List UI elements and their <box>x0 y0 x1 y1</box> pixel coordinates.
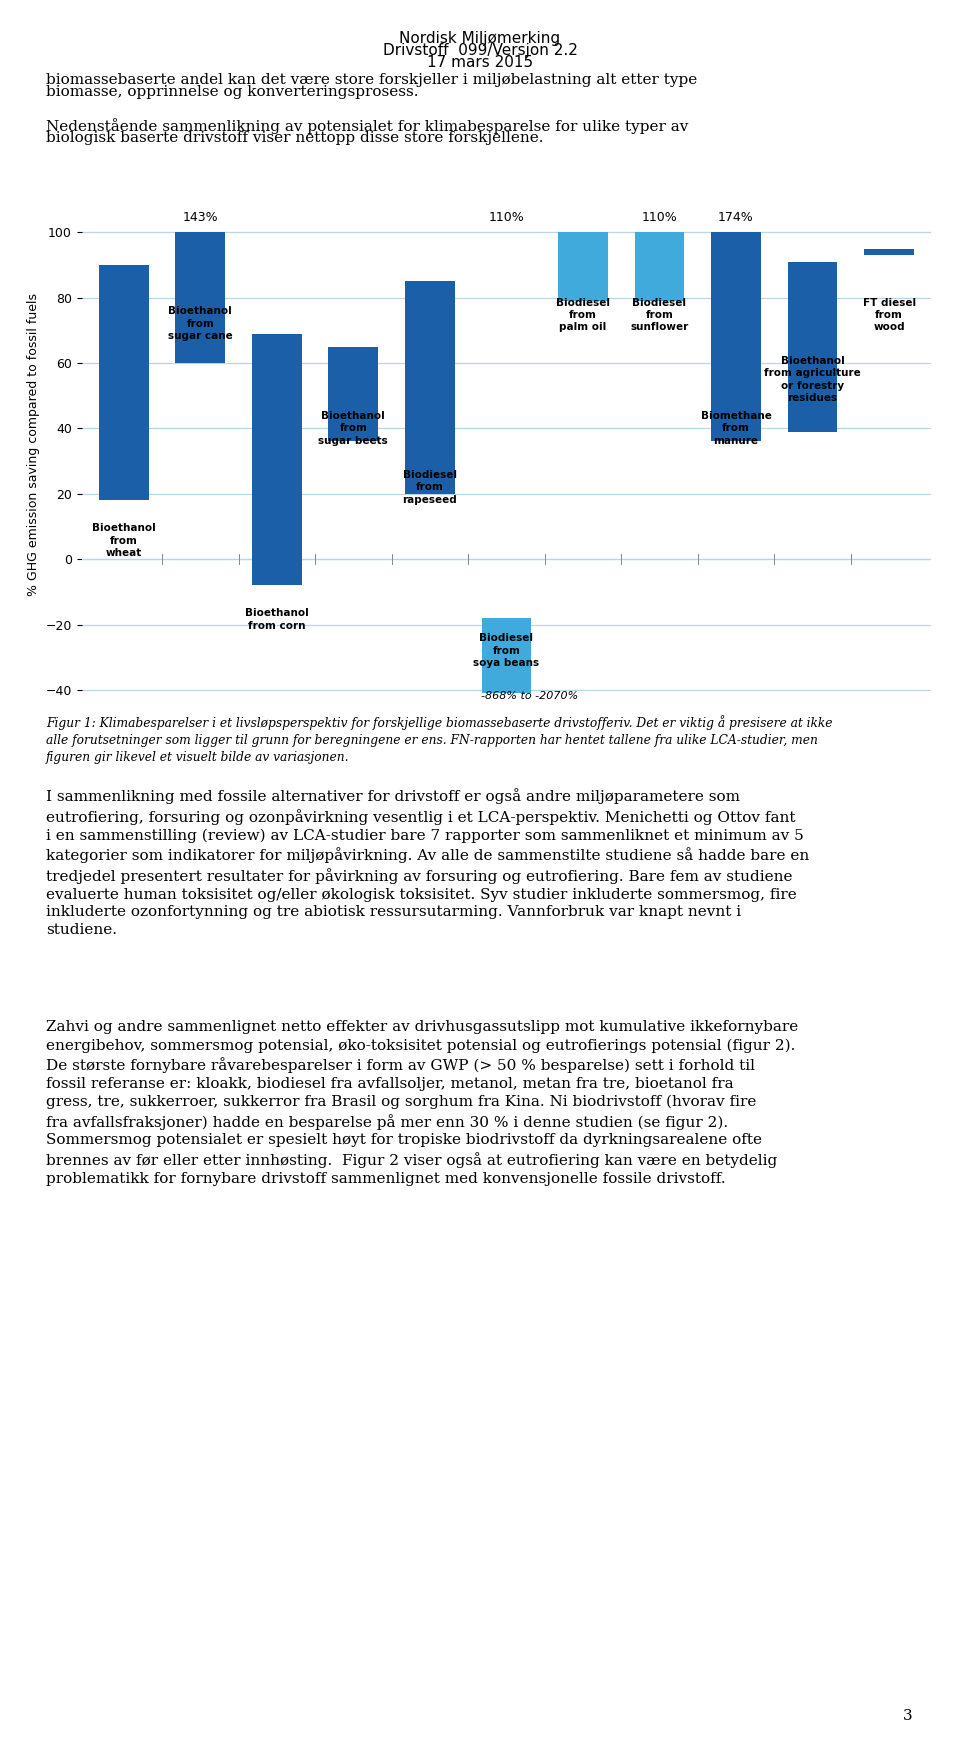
Text: Drivstoff  099/Versjon 2.2: Drivstoff 099/Versjon 2.2 <box>383 44 577 58</box>
Text: Bioethanol
from
sugar beets: Bioethanol from sugar beets <box>319 412 388 446</box>
Text: Bioethanol
from
sugar cane: Bioethanol from sugar cane <box>168 307 232 342</box>
Y-axis label: % GHG emission saving compared to fossil fuels: % GHG emission saving compared to fossil… <box>27 293 40 596</box>
Text: 3: 3 <box>902 1709 912 1723</box>
Text: 110%: 110% <box>641 211 678 223</box>
Text: Bioethanol
from
wheat: Bioethanol from wheat <box>92 523 156 558</box>
Text: 174%: 174% <box>718 211 754 223</box>
Text: Biodiesel
from
palm oil: Biodiesel from palm oil <box>556 298 610 333</box>
Bar <box>176 232 225 363</box>
Text: Nordisk Miljømerking: Nordisk Miljømerking <box>399 31 561 47</box>
Text: 110%: 110% <box>489 211 524 223</box>
Text: Zahvi og andre sammenlignet netto effekter av drivhusgassutslipp mot kumulative : Zahvi og andre sammenlignet netto effekt… <box>46 1020 799 1186</box>
Text: -868% to -2070%: -868% to -2070% <box>481 691 578 701</box>
Bar <box>252 333 301 586</box>
Text: 17 mars 2015: 17 mars 2015 <box>427 56 533 70</box>
Bar <box>864 248 914 255</box>
Bar <box>99 265 149 501</box>
Text: Figur 1: Klimabesparelser i et livsløpsperspektiv for forskjellige biomassebaser: Figur 1: Klimabesparelser i et livsløpsp… <box>46 715 832 764</box>
Text: 143%: 143% <box>182 211 218 223</box>
Text: Biodiesel
from
rapeseed: Biodiesel from rapeseed <box>402 469 457 504</box>
Text: biomassebaserte andel kan det være store forskjeller i miljøbelastning alt etter: biomassebaserte andel kan det være store… <box>46 73 697 87</box>
Bar <box>328 347 378 441</box>
Bar <box>788 262 837 433</box>
Text: FT diesel
from
wood: FT diesel from wood <box>862 298 916 333</box>
Text: I sammenlikning med fossile alternativer for drivstoff er også andre miljøparame: I sammenlikning med fossile alternativer… <box>46 788 809 937</box>
Bar <box>482 617 531 694</box>
Text: Biodiesel
from
sunflower: Biodiesel from sunflower <box>631 298 688 333</box>
Text: biologisk baserte drivstoff viser nettopp disse store forskjellene.: biologisk baserte drivstoff viser nettop… <box>46 131 543 145</box>
Bar <box>405 281 455 494</box>
Text: biomasse, opprinnelse og konverteringsprosess.: biomasse, opprinnelse og konverteringspr… <box>46 85 419 99</box>
Bar <box>635 232 684 300</box>
Text: Nedenstående sammenlikning av potensialet for klimabesparelse for ulike typer av: Nedenstående sammenlikning av potensiale… <box>46 119 688 134</box>
Text: Bioethanol
from agriculture
or forestry
residues: Bioethanol from agriculture or forestry … <box>764 356 861 403</box>
Text: Biodiesel
from
soya beans: Biodiesel from soya beans <box>473 633 540 668</box>
Bar <box>711 232 761 441</box>
Text: Bioethanol
from corn: Bioethanol from corn <box>245 609 309 631</box>
Bar <box>558 232 608 300</box>
Text: Biomethane
from
manure: Biomethane from manure <box>701 412 772 446</box>
